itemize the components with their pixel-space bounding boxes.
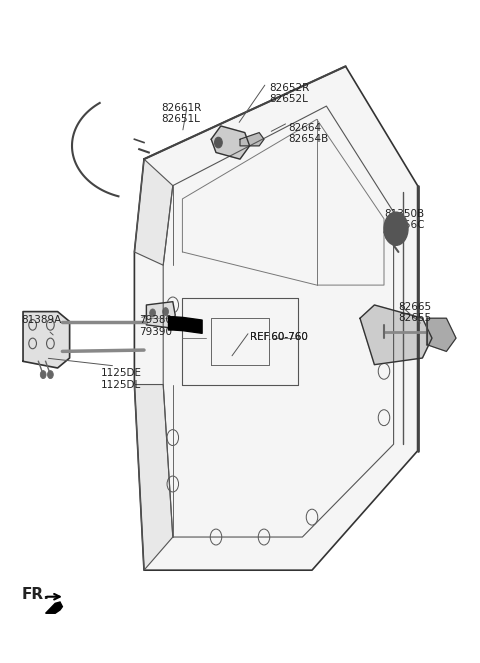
Text: 81389A: 81389A bbox=[22, 315, 62, 325]
Circle shape bbox=[40, 371, 46, 379]
Circle shape bbox=[48, 371, 53, 379]
Text: 79380
79390: 79380 79390 bbox=[139, 315, 172, 337]
Polygon shape bbox=[240, 133, 264, 146]
Circle shape bbox=[150, 309, 156, 317]
Polygon shape bbox=[360, 305, 432, 365]
Text: REF.60-760: REF.60-760 bbox=[250, 332, 308, 341]
Text: 82652R
82652L: 82652R 82652L bbox=[269, 83, 309, 105]
Polygon shape bbox=[211, 126, 250, 159]
Polygon shape bbox=[134, 66, 418, 570]
Circle shape bbox=[163, 308, 168, 316]
Text: 1125DE
1125DL: 1125DE 1125DL bbox=[101, 368, 142, 390]
Polygon shape bbox=[384, 225, 391, 239]
Polygon shape bbox=[23, 312, 70, 368]
Polygon shape bbox=[134, 159, 173, 265]
Polygon shape bbox=[46, 602, 62, 613]
Text: 82665
82655: 82665 82655 bbox=[398, 302, 432, 324]
Text: REF.60-760: REF.60-760 bbox=[250, 332, 308, 341]
Polygon shape bbox=[427, 318, 456, 351]
Circle shape bbox=[384, 212, 408, 245]
Circle shape bbox=[215, 137, 222, 148]
Text: 82664
82654B: 82664 82654B bbox=[288, 123, 328, 145]
Polygon shape bbox=[134, 385, 173, 570]
Text: FR.: FR. bbox=[22, 587, 49, 602]
Polygon shape bbox=[146, 302, 175, 328]
Text: 81350B
81456C: 81350B 81456C bbox=[384, 209, 424, 231]
Circle shape bbox=[389, 219, 403, 239]
Text: 82661R
82651L: 82661R 82651L bbox=[161, 103, 201, 125]
